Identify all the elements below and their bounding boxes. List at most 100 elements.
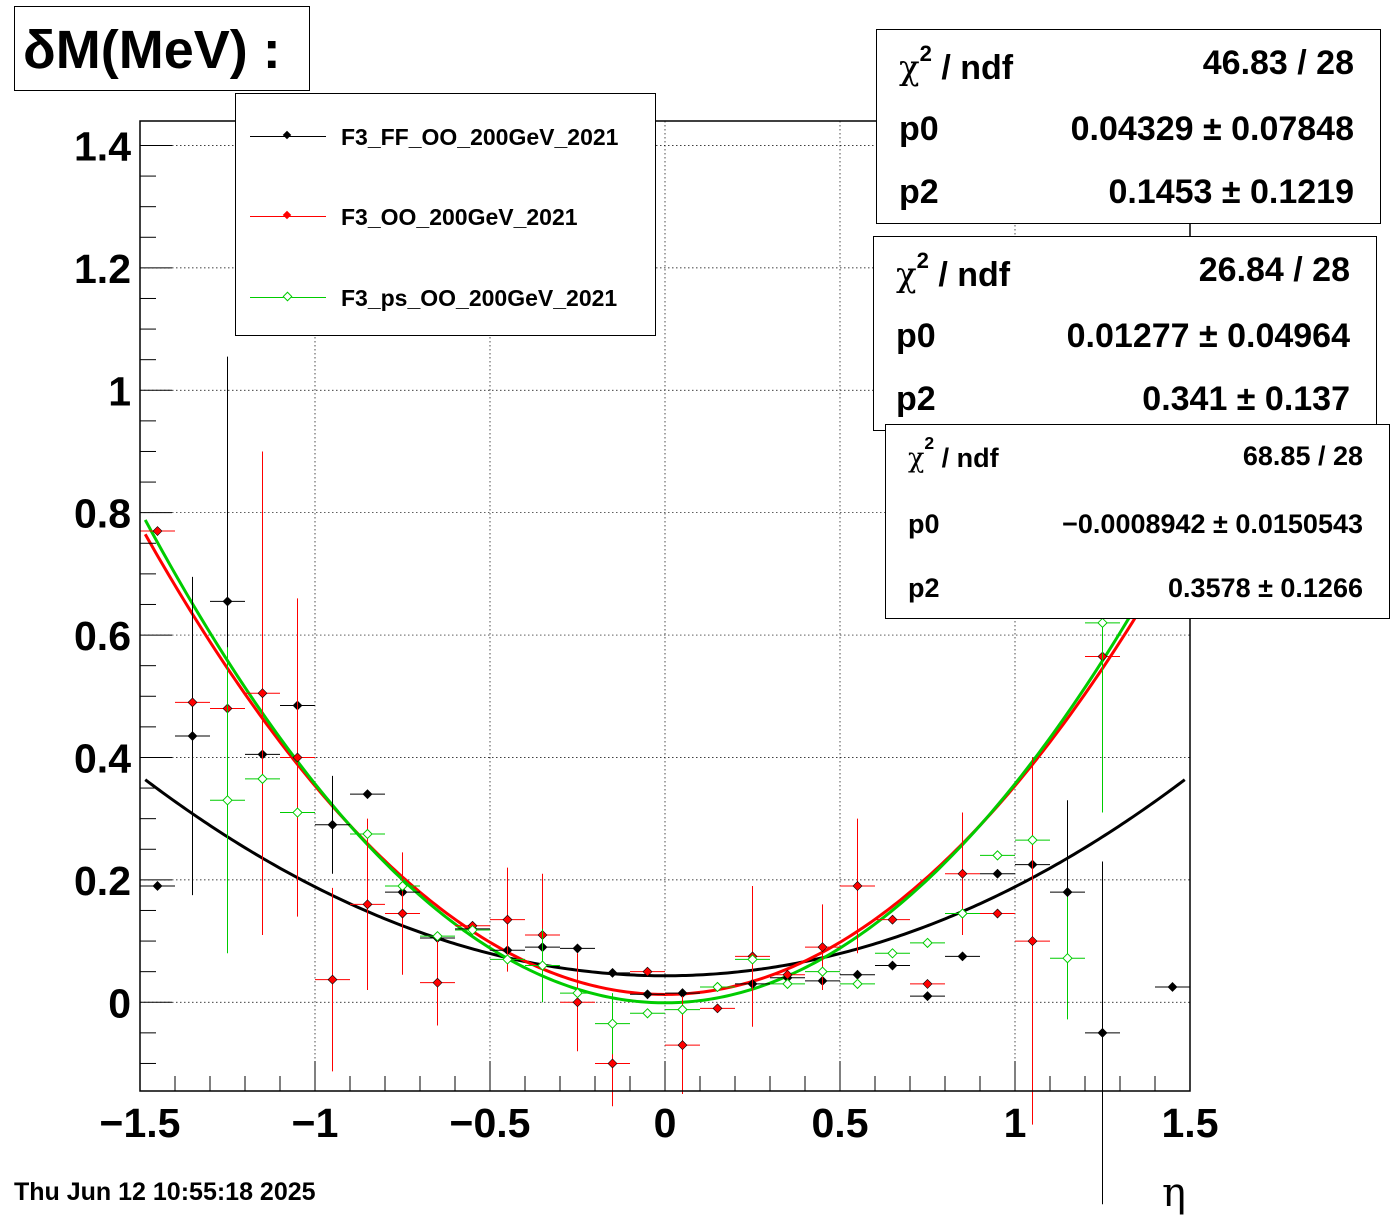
legend-entry-ff: F3_FF_OO_200GeV_2021 xyxy=(236,122,656,152)
data-point xyxy=(607,967,618,978)
legend-label-oo: F3_OO_200GeV_2021 xyxy=(341,204,578,230)
data-point xyxy=(677,1040,688,1051)
data-point xyxy=(852,969,863,980)
data-point xyxy=(537,960,548,971)
y-tick-label: 0.2 xyxy=(74,858,131,904)
x-tick-label: 0.5 xyxy=(812,1100,869,1146)
stats-ff-p0-label: p0 xyxy=(899,110,939,148)
data-point xyxy=(957,868,968,879)
data-point xyxy=(362,789,373,800)
x-axis-label: η xyxy=(1162,1170,1186,1216)
data-point xyxy=(642,966,653,977)
data-point xyxy=(152,526,163,536)
data-point xyxy=(747,954,758,965)
legend-marker-ff xyxy=(282,130,292,140)
data-point xyxy=(957,908,968,919)
fit-curve-2 xyxy=(143,519,1187,1005)
data-point xyxy=(887,914,898,925)
x-tick-label: −0.5 xyxy=(450,1100,531,1146)
stats-ps-p0-value: −0.0008942 ± 0.0150543 xyxy=(1062,509,1363,539)
stats-oo-p2-value: 0.341 ± 0.137 xyxy=(1142,380,1350,418)
data-point xyxy=(187,697,198,708)
legend: F3_FF_OO_200GeV_2021 F3_OO_200GeV_2021 F… xyxy=(235,93,656,336)
stats-ff-p2-value: 0.1453 ± 0.1219 xyxy=(1108,173,1354,211)
data-point xyxy=(572,987,583,999)
legend-entry-ps: F3_ps_OO_200GeV_2021 xyxy=(236,283,656,313)
data-point xyxy=(502,954,513,965)
data-point xyxy=(1167,982,1178,992)
stats-box-ff: χ2 / ndf 46.83 / 28 p0 0.04329 ± 0.07848… xyxy=(876,29,1381,224)
y-tick-label: 1.2 xyxy=(74,246,131,292)
data-point xyxy=(852,978,863,990)
stats-oo-chi2-label: / ndf xyxy=(938,256,1011,294)
footer-timestamp: Thu Jun 12 10:55:18 2025 xyxy=(14,1178,316,1206)
y-tick-label: 0.6 xyxy=(74,613,131,659)
data-point xyxy=(1062,952,1073,964)
chart-title: δM(MeV) : xyxy=(23,20,281,80)
y-tick-label: 0 xyxy=(108,980,131,1026)
data-point xyxy=(502,914,513,925)
y-tick-label: 1 xyxy=(108,368,131,414)
data-point xyxy=(397,908,408,919)
data-point xyxy=(607,1018,618,1029)
data-point xyxy=(922,991,933,1002)
data-point xyxy=(362,899,373,910)
data-point xyxy=(152,881,163,891)
data-points xyxy=(140,356,1190,1205)
x-tick-label: 1.5 xyxy=(1162,1100,1219,1146)
data-point xyxy=(992,908,1003,919)
fit-curve-0 xyxy=(144,778,1186,978)
data-point xyxy=(992,868,1003,879)
data-point xyxy=(1027,936,1038,946)
data-point xyxy=(852,881,863,891)
data-point xyxy=(887,960,898,971)
stats-ff-chi2-value: 46.83 / 28 xyxy=(1202,44,1354,82)
data-point xyxy=(362,828,373,840)
data-point xyxy=(292,752,303,763)
legend-marker-ps xyxy=(282,291,293,302)
data-point xyxy=(782,978,793,990)
data-point xyxy=(712,1003,723,1014)
stats-ps-chi2-label: / ndf xyxy=(941,443,999,473)
data-point xyxy=(922,937,933,949)
data-point xyxy=(257,773,268,785)
data-point xyxy=(1062,887,1073,898)
data-point xyxy=(712,981,723,993)
data-point xyxy=(607,1058,618,1069)
x-tick-label: 0 xyxy=(654,1100,677,1146)
data-point xyxy=(992,850,1003,861)
data-point xyxy=(187,731,198,741)
data-point xyxy=(257,688,268,699)
data-point xyxy=(642,1008,653,1019)
data-point xyxy=(222,795,233,806)
data-point xyxy=(327,819,338,830)
stats-box-oo: χ2 / ndf 26.84 / 28 p0 0.01277 ± 0.04964… xyxy=(873,236,1377,431)
x-tick-label: 1 xyxy=(1004,1100,1027,1146)
data-point xyxy=(432,977,443,988)
title-box: δM(MeV) : xyxy=(14,6,310,91)
data-point xyxy=(642,989,653,1000)
data-point xyxy=(292,807,303,818)
data-point xyxy=(1097,617,1108,629)
data-point xyxy=(572,997,583,1008)
legend-entry-oo: F3_OO_200GeV_2021 xyxy=(236,202,656,232)
stats-ps-p2-value: 0.3578 ± 0.1266 xyxy=(1168,573,1363,603)
stats-ps-p2-label: p2 xyxy=(908,573,940,603)
y-tick-label: 1.4 xyxy=(74,123,131,169)
stats-ff-p2-label: p2 xyxy=(899,173,939,211)
data-point xyxy=(922,978,933,989)
x-tick-label: −1.5 xyxy=(100,1100,181,1146)
legend-label-ff: F3_FF_OO_200GeV_2021 xyxy=(341,124,619,150)
data-point xyxy=(957,951,968,962)
data-point xyxy=(397,880,408,892)
data-point xyxy=(432,930,443,942)
stats-oo-chi2-value: 26.84 / 28 xyxy=(1198,251,1350,289)
data-point xyxy=(677,1004,688,1015)
data-point xyxy=(572,943,583,954)
y-tick-label: 0.4 xyxy=(74,735,131,781)
axes: −1.5 −1 −0.5 0 0.5 1 1.5 0 0.2 0.4 0.6 0.8 1 1.2 1.4 xyxy=(74,123,1219,1146)
data-point xyxy=(817,966,828,977)
data-point xyxy=(887,948,898,959)
stats-ps-p0-label: p0 xyxy=(908,509,940,539)
